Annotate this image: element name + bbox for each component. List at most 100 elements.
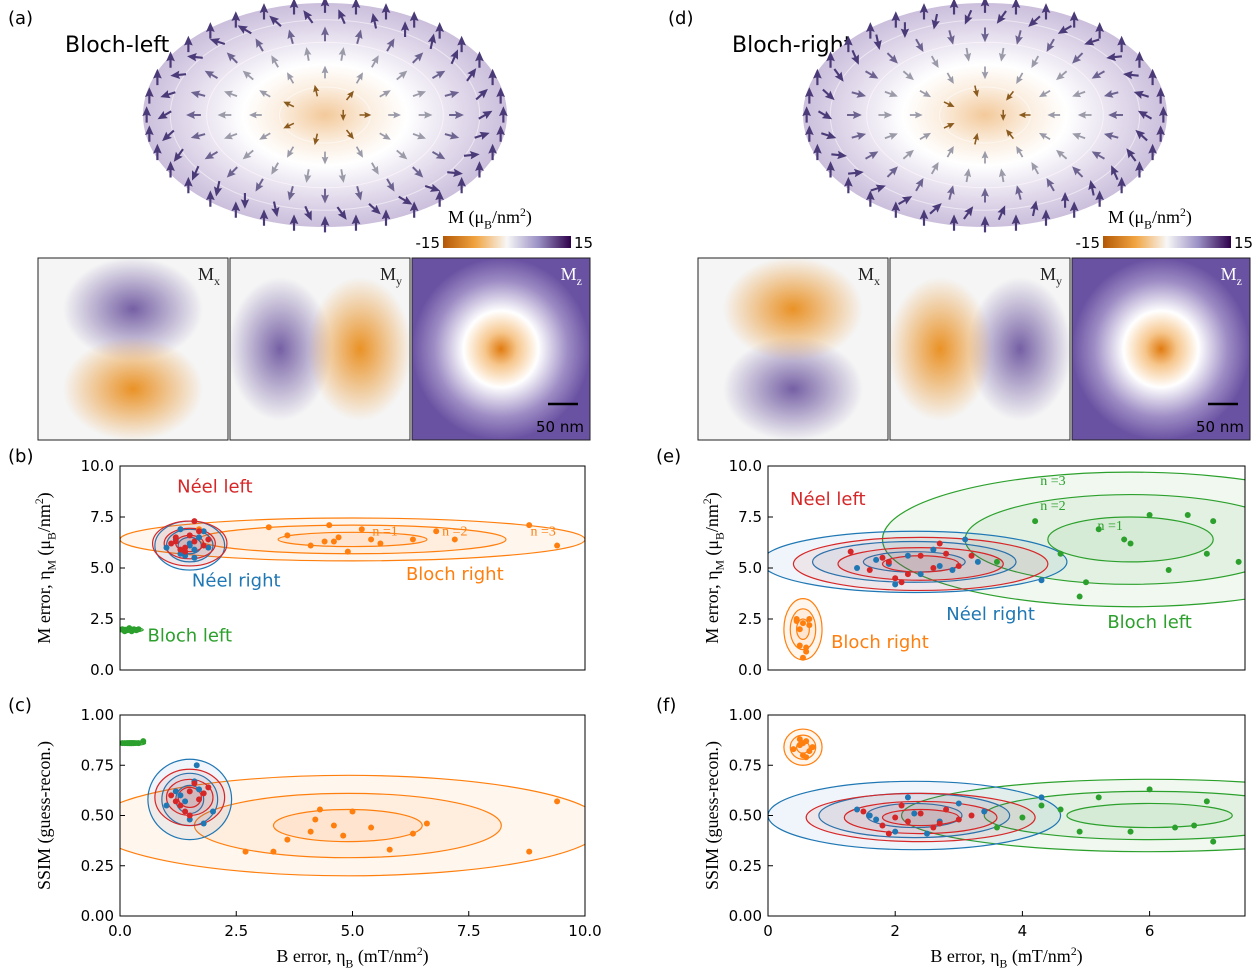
- label-part: M: [1040, 264, 1056, 284]
- confidence-ellipse: [805, 792, 1036, 843]
- label-part: B: [1144, 218, 1152, 231]
- moment-arrow: [412, 90, 426, 98]
- moment-arrow: [1038, 132, 1051, 140]
- y-tick-label: 2.5: [738, 610, 762, 628]
- colorbar-label: M (μB/nm2): [448, 206, 532, 232]
- label-part: M: [713, 560, 726, 571]
- point: [163, 802, 170, 809]
- point: [307, 828, 314, 835]
- moment-arrow: [1011, 214, 1021, 231]
- point: [1184, 511, 1191, 518]
- moment-arrow: [386, 38, 395, 52]
- point: [917, 810, 924, 817]
- point: [177, 792, 184, 799]
- y-axis-label: SSIM (guess-recon.): [702, 741, 723, 890]
- moment-arrow: [1156, 125, 1166, 142]
- moment-arrow: [1069, 11, 1079, 28]
- label-part: y: [396, 274, 402, 288]
- moment-arrow: [190, 90, 206, 99]
- moment-arrow: [980, 216, 990, 233]
- plot-area: [120, 738, 585, 877]
- moment-arrow: [412, 52, 424, 64]
- point: [892, 581, 899, 588]
- moment-arrow: [370, 13, 379, 29]
- label-part: 2: [417, 945, 423, 958]
- moment-arrow: [386, 178, 395, 192]
- moment-arrow: [886, 166, 898, 178]
- moment-arrow: [240, 192, 250, 209]
- moment-arrow: [964, 9, 973, 25]
- moment-arrow: [963, 168, 972, 183]
- moment-arrow: [865, 70, 879, 79]
- point: [1057, 550, 1064, 557]
- label-part: M error, η: [34, 571, 54, 644]
- colorbar-label: M (μB/nm2): [1108, 206, 1192, 232]
- moment-arrow: [418, 111, 433, 119]
- moment-arrow: [817, 110, 833, 120]
- label-part: (μ: [702, 540, 723, 560]
- moment-arrow: [153, 68, 162, 86]
- point: [186, 532, 193, 539]
- point: [205, 544, 212, 551]
- x-axis-label: B error, ηB (mT/nm2): [276, 945, 428, 971]
- point: [955, 816, 962, 823]
- y-tick-label: 0.0: [90, 661, 114, 679]
- component-map: [411, 257, 591, 441]
- point: [892, 828, 899, 835]
- confidence-ellipse: [120, 517, 585, 562]
- moment-arrow: [1111, 165, 1119, 181]
- point: [1210, 838, 1217, 845]
- point: [1172, 824, 1179, 831]
- moment-arrow: [321, 65, 329, 79]
- moment-arrow: [444, 131, 460, 140]
- y-tick-label: 5.0: [90, 559, 114, 577]
- lobe: [228, 277, 332, 421]
- y-tick-label: 2.5: [90, 610, 114, 628]
- point: [554, 798, 561, 805]
- point: [307, 542, 314, 549]
- moment-arrow: [915, 177, 924, 192]
- moment-arrow: [1056, 70, 1068, 81]
- moment-arrow: [184, 35, 193, 53]
- point: [873, 556, 880, 563]
- point: [860, 808, 867, 815]
- point: [196, 534, 203, 541]
- point: [911, 810, 918, 817]
- label-part: B: [713, 532, 726, 540]
- label-part: (μ: [34, 540, 55, 560]
- point: [182, 798, 189, 805]
- x-tick-label: 2.5: [224, 922, 248, 940]
- point: [892, 814, 899, 821]
- label-part: (mT/nm: [353, 946, 417, 967]
- moment-arrow: [900, 22, 910, 39]
- component-label: Mz: [1221, 264, 1242, 288]
- x-axis-label: B error, ηB (mT/nm2): [930, 945, 1082, 971]
- point: [917, 552, 924, 559]
- point: [1076, 828, 1083, 835]
- moment-arrow: [884, 132, 898, 140]
- point: [796, 626, 803, 633]
- moment-arrow: [371, 162, 379, 175]
- moment-arrow: [884, 90, 898, 98]
- moment-arrow: [1011, 0, 1021, 15]
- label-part: B error, η: [930, 946, 999, 966]
- moment-arrow: [338, 169, 346, 183]
- label-part: M (μ: [448, 207, 484, 228]
- moment-arrow: [283, 101, 295, 108]
- label-part: B: [484, 218, 492, 231]
- scale-bar-label: 50 nm: [536, 418, 584, 436]
- moment-arrow: [170, 70, 187, 79]
- y-tick-label: 5.0: [738, 559, 762, 577]
- disc-ring: [169, 19, 481, 211]
- moment-arrow: [271, 201, 280, 217]
- moment-arrow: [1018, 111, 1031, 119]
- point: [168, 792, 175, 799]
- confidence-ellipse: [796, 618, 810, 640]
- moment-arrow: [831, 150, 848, 160]
- moment-arrow: [1072, 166, 1084, 178]
- point: [451, 536, 458, 543]
- moment-arrow: [1072, 132, 1086, 140]
- colorbar-tick-label: -15: [1076, 234, 1101, 252]
- moment-arrow: [1015, 185, 1023, 200]
- point: [796, 736, 803, 743]
